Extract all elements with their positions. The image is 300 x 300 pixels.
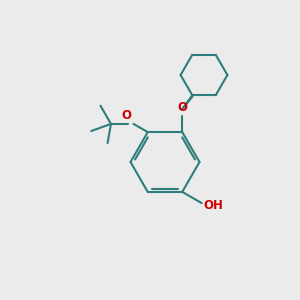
- Text: O: O: [177, 100, 187, 113]
- Text: O: O: [121, 110, 131, 122]
- Text: OH: OH: [203, 199, 223, 212]
